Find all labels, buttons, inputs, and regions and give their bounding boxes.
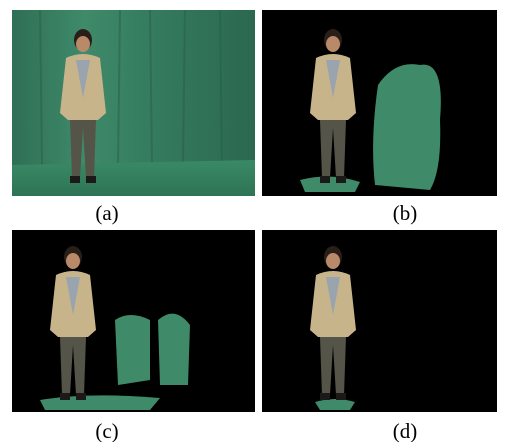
panel-c	[12, 230, 255, 412]
panel-label: (d)	[393, 419, 418, 442]
figure: (a) (b) (c) (d)	[0, 0, 507, 442]
panel-a	[12, 10, 255, 196]
panel-d	[262, 230, 497, 412]
panel-label: (c)	[95, 419, 118, 442]
panel-b	[262, 10, 497, 196]
panel-label: (a)	[95, 201, 118, 225]
panel-label: (b)	[393, 201, 418, 225]
